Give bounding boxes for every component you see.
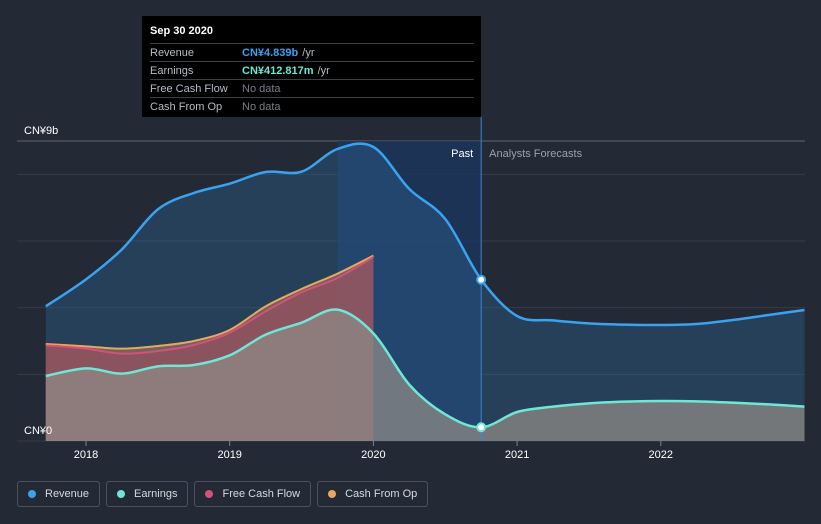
series-areas [45, 143, 805, 441]
legend: Revenue Earnings Free Cash Flow Cash Fro… [17, 481, 429, 507]
tooltip-row-revenue: Revenue CN¥4.839b /yr [150, 43, 474, 61]
past-label: Past [451, 148, 473, 160]
legend-label: Revenue [45, 488, 90, 500]
tooltip: Sep 30 2020 Revenue CN¥4.839b /yr Earnin… [142, 16, 481, 117]
legend-dot-icon [205, 490, 214, 498]
tooltip-value: No data [242, 82, 281, 95]
tooltip-value: CN¥412.817m [242, 64, 314, 77]
highlight-dots [476, 274, 487, 433]
series-lines [45, 142, 805, 429]
tooltip-row-earnings: Earnings CN¥412.817m /yr [150, 61, 474, 79]
legend-label: Free Cash Flow [222, 488, 301, 500]
tooltip-value: CN¥4.839b [242, 46, 299, 59]
x-tick-label: 2018 [74, 449, 98, 461]
legend-item-free-cash-flow[interactable]: Free Cash Flow [194, 481, 312, 507]
tooltip-value: No data [242, 100, 281, 113]
legend-label: Cash From Op [345, 488, 418, 500]
tooltip-label: Earnings [150, 64, 194, 77]
x-tick-label: 2019 [217, 449, 241, 461]
free-cash-flow-line [45, 256, 374, 355]
revenue-line [45, 142, 805, 327]
legend-dot-icon [28, 490, 36, 498]
forecast-label: Analysts Forecasts [489, 148, 582, 160]
legend-item-revenue[interactable]: Revenue [17, 481, 101, 507]
earnings-area [45, 309, 805, 441]
tooltip-unit: /yr [317, 64, 330, 77]
y-tick-label-bottom: CN¥0 [24, 425, 52, 437]
legend-label: Earnings [134, 488, 178, 500]
y-tick-label-top: CN¥9b [24, 125, 58, 137]
tooltip-label: Free Cash Flow [150, 82, 228, 95]
revenue-point [476, 274, 487, 285]
x-tick-label: 2020 [361, 449, 385, 461]
legend-item-earnings[interactable]: Earnings [106, 481, 189, 507]
x-tick-label: 2021 [505, 449, 529, 461]
tooltip-unit: /yr [302, 46, 315, 59]
tooltip-row-free-cash-flow: Free Cash Flow No data [150, 79, 474, 97]
x-tick-label: 2022 [649, 449, 673, 461]
earnings-point [476, 422, 487, 433]
tooltip-label: Revenue [150, 46, 195, 59]
legend-dot-icon [328, 490, 337, 498]
earnings-line [45, 308, 805, 429]
x-axis: 2018 2019 2020 2021 2022 [74, 441, 673, 461]
tooltip-row-cash-from-op: Cash From Op No data [150, 97, 474, 115]
cash-from-op-line [45, 254, 374, 350]
tooltip-date: Sep 30 2020 [150, 25, 213, 37]
legend-item-cash-from-op[interactable]: Cash From Op [317, 481, 429, 507]
tooltip-label: Cash From Op [150, 100, 223, 113]
legend-dot-icon [117, 490, 126, 498]
